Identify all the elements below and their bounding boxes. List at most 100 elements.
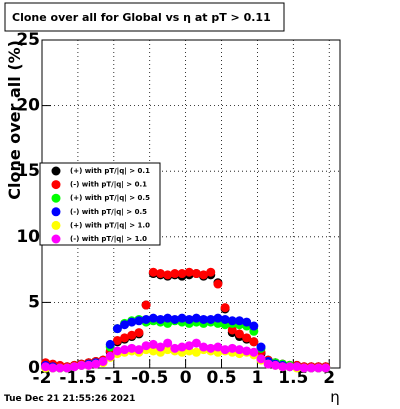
data-point [120,333,130,343]
data-point [249,337,259,347]
x-tick-label: -0.5 [131,368,168,388]
data-point [213,279,223,289]
data-point [69,362,79,372]
data-point [141,300,151,310]
x-tick-label: 1.5 [278,368,308,388]
data-point [191,338,201,348]
data-point [227,325,237,335]
data-point [256,354,266,364]
data-point [256,342,266,352]
data-point [199,270,209,280]
data-point [220,303,230,313]
legend-box [39,162,161,246]
y-tick-label: 25 [16,30,40,50]
data-point [191,313,201,323]
data-point [134,328,144,338]
data-point [249,347,259,357]
data-point [321,363,331,373]
data-point [177,313,187,323]
legend-marker [51,234,61,244]
x-tick-label: 2 [323,368,335,388]
y-axis-label: Clone over all (%) [5,40,24,200]
data-point [41,362,51,372]
data-point [206,267,216,277]
x-tick-label: -2 [33,368,52,388]
legend-label: (+) with pT/|q| > 0.5 [70,194,150,203]
data-point [127,343,137,353]
legend-label: (+) with pT/|q| > 1.0 [70,221,150,230]
data-point [148,346,158,356]
data-point [148,313,158,323]
timestamp: Tue Dec 21 21:55:26 2021 [4,394,135,404]
data-point [105,351,115,361]
legend-label: (-) with pT/|q| > 1.0 [70,235,147,244]
data-point [184,267,194,277]
data-point [249,321,259,331]
data-point [306,363,316,373]
data-point [234,345,244,355]
data-point [220,314,230,324]
data-point [148,339,158,349]
data-point [148,267,158,277]
title-box [4,2,285,32]
data-point [234,329,244,339]
data-point [105,339,115,349]
data-point [127,317,137,327]
data-point [199,314,209,324]
data-point [199,342,209,352]
data-point [177,269,187,279]
data-point [206,343,216,353]
legend-marker [51,207,61,217]
data-point [112,346,122,356]
data-point [177,342,187,352]
data-point [170,269,180,279]
legend-marker [51,180,61,190]
data-point [163,338,173,348]
data-point [227,316,237,326]
data-point [163,345,173,355]
data-point [285,362,295,372]
legend-label: (-) with pT/|q| > 0.1 [70,181,147,190]
data-point [84,360,94,370]
data-point [227,343,237,353]
data-point [313,363,323,373]
x-tick-label: 0 [180,368,192,388]
data-point [127,330,137,340]
data-point [55,363,65,373]
legend-label: (-) with pT/|q| > 0.5 [70,208,147,217]
data-point [155,269,165,279]
data-point [120,320,130,330]
data-point [263,359,273,369]
data-point [170,314,180,324]
data-point [270,360,280,370]
data-point [213,313,223,323]
data-point [184,314,194,324]
data-point [134,345,144,355]
data-point [220,345,230,355]
data-point [120,345,130,355]
data-point [98,356,108,366]
data-point [184,341,194,351]
legend-marker [51,166,61,176]
x-axis-label: η [330,388,340,406]
data-point [242,333,252,343]
legend-marker [51,193,61,203]
legend-label: (+) with pT/|q| > 0.1 [70,167,150,176]
x-tick-label: 1 [251,368,263,388]
data-point [62,363,72,373]
y-tick-label: 5 [28,292,40,312]
data-point [242,346,252,356]
data-point [141,314,151,324]
x-tick-label: -1 [104,368,123,388]
data-point [206,314,216,324]
data-point [155,342,165,352]
x-tick-label: -1.5 [59,368,96,388]
data-point [191,269,201,279]
y-tick-label: 10 [16,227,40,247]
data-point [191,347,201,357]
data-point [48,363,58,373]
data-point [155,314,165,324]
data-point [292,362,302,372]
data-point [112,335,122,345]
